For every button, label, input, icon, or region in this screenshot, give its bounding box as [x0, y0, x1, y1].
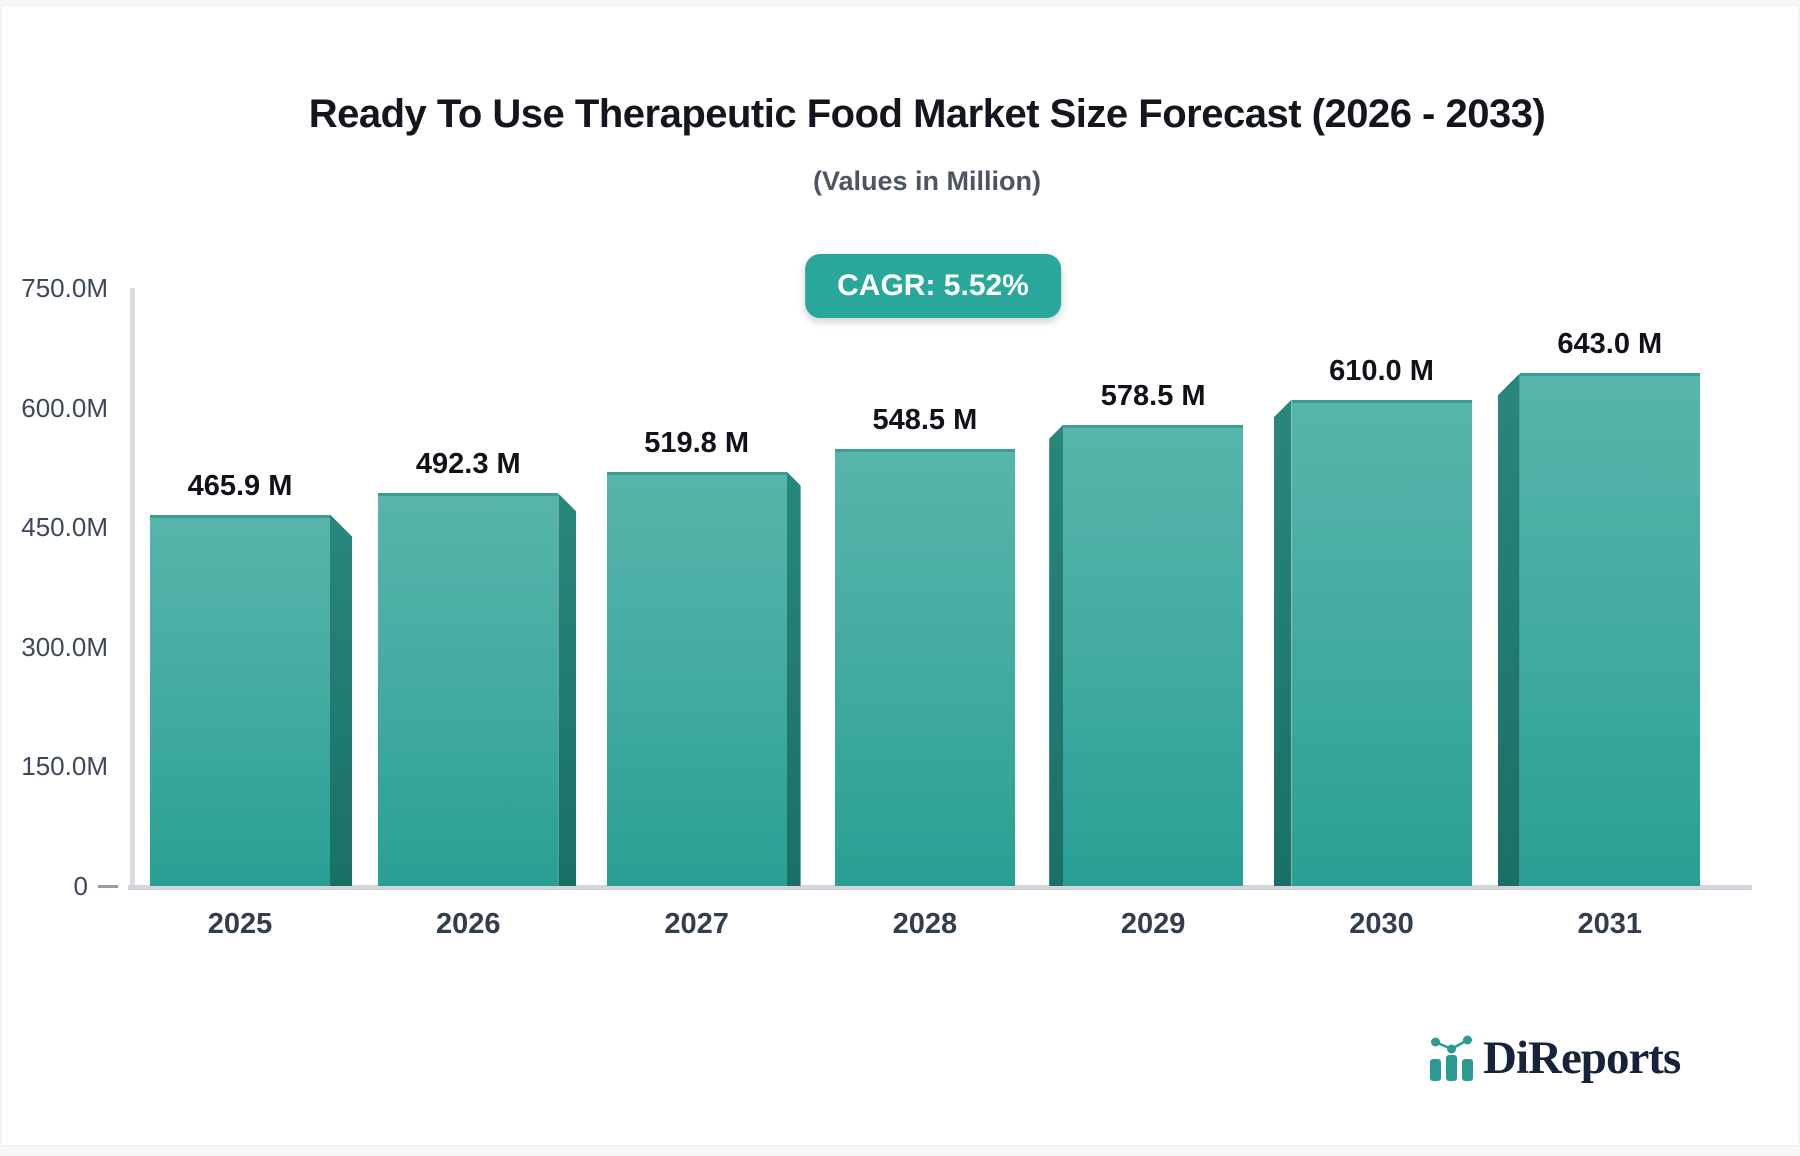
bar-side-face-2026 — [558, 493, 577, 886]
bar-value-label-2029: 578.5 M — [1100, 379, 1206, 412]
bar-2025 — [150, 514, 330, 886]
bar-side-face-2025 — [330, 514, 352, 886]
bar-2030 — [1291, 399, 1472, 886]
y-axis-tick-label: 0 — [73, 871, 88, 901]
logo-bar-line-chart-icon — [1430, 1035, 1473, 1081]
bar-value-label-2030: 610.0 M — [1329, 354, 1434, 387]
x-axis-label-2029: 2029 — [1120, 908, 1186, 940]
y-axis-tick-label: 300.0M — [21, 631, 108, 662]
zero-tick-mark — [98, 885, 118, 888]
cagr-badge-label: CAGR: 5.52% — [837, 269, 1029, 302]
bar-value-label-2025: 465.9 M — [187, 469, 293, 502]
x-axis-label-2031: 2031 — [1577, 908, 1643, 940]
bar-side-face-2027 — [786, 471, 801, 886]
bar-value-label-2028: 548.5 M — [872, 403, 978, 436]
cagr-badge: CAGR: 5.52% — [805, 254, 1061, 318]
bar-side-face-2030 — [1273, 399, 1292, 886]
bar-2029 — [1063, 424, 1244, 886]
x-axis-label-2028: 2028 — [892, 908, 958, 940]
y-axis-tick-label: 450.0M — [21, 512, 108, 543]
direports-logo: DiReports — [1430, 1031, 1681, 1084]
x-axis-label-2025: 2025 — [207, 908, 273, 940]
x-axis-label-2026: 2026 — [436, 908, 501, 940]
y-axis-line — [130, 288, 135, 890]
y-axis-tick-label: 750.0M — [21, 273, 108, 303]
bar-2026 — [378, 493, 559, 886]
logo-text: DiReports — [1483, 1031, 1681, 1084]
x-axis-label-2027: 2027 — [664, 908, 729, 940]
chart-subtitle: (Values in Million) — [812, 166, 1042, 196]
y-axis-tick-label: 600.0M — [21, 392, 108, 423]
x-axis-label-2030: 2030 — [1349, 908, 1414, 940]
bar-value-label-2026: 492.3 M — [415, 448, 521, 481]
chart-title: Ready To Use Therapeutic Food Market Siz… — [308, 92, 1546, 136]
y-axis-tick-label: 150.0M — [21, 751, 108, 782]
bar-2027 — [606, 471, 787, 886]
bar-value-label-2031: 643.0 M — [1557, 328, 1663, 361]
bar-value-label-2027: 519.8 M — [644, 426, 749, 459]
bar-2028 — [834, 448, 1015, 886]
bar-2031 — [1519, 373, 1700, 886]
bar-side-face-2031 — [1497, 373, 1520, 886]
x-axis-line — [128, 885, 1752, 890]
bar-side-face-2029 — [1049, 424, 1064, 886]
